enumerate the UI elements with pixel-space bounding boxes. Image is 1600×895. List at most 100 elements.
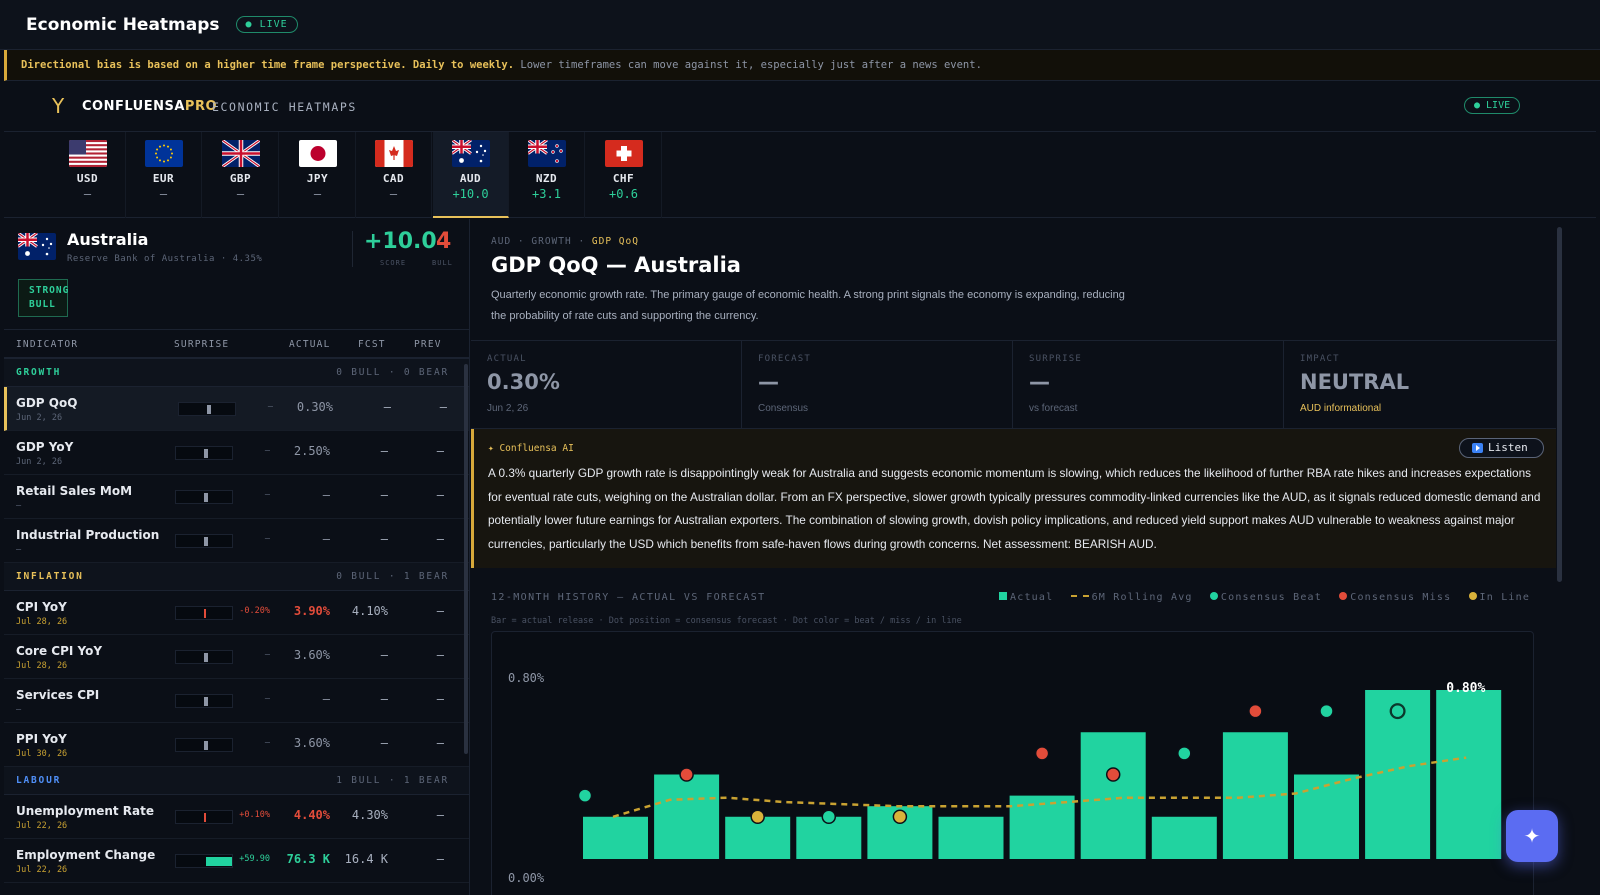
surprise-fill — [206, 857, 232, 866]
stat-sub: vs forecast — [1029, 403, 1078, 414]
currency-tab-nzd[interactable]: NZD +3.1 — [509, 132, 585, 218]
brand-name-pro: PRO — [184, 99, 218, 114]
currency-code: NZD — [535, 172, 558, 185]
crumb-category[interactable]: GROWTH — [531, 236, 572, 247]
actual-value: — — [322, 488, 330, 502]
surprise-value: — — [267, 402, 273, 412]
table-row[interactable]: PPI YoY Jul 30, 26 — 3.60% — — — [4, 723, 469, 767]
forecast-dot — [577, 788, 593, 803]
legend-avg: 6M Rolling Avg — [1070, 592, 1193, 603]
forecast-value: 4.30% — [351, 808, 388, 822]
section-labour: LABOUR 1 BULL · 1 BEAR — [4, 767, 469, 795]
ca-flag-icon — [374, 140, 413, 167]
previous-value: — — [436, 852, 444, 866]
surprise-value: — — [264, 534, 270, 544]
table-row[interactable]: Unemployment Rate Jul 22, 26 +0.10% 4.40… — [4, 795, 469, 839]
currency-tab-jpy[interactable]: JPY — — [280, 132, 356, 218]
col-actual: ACTUAL — [289, 339, 331, 350]
surprise-tick — [204, 741, 208, 750]
stat-value: 0.30% — [487, 370, 560, 394]
col-fcst: FCST — [358, 339, 386, 350]
y-tick-label: 0.00% — [508, 871, 545, 885]
indicator-panel: Australia Reserve Bank of Australia · 4.… — [4, 219, 470, 895]
ch-flag-icon — [604, 140, 643, 167]
stat-label: ACTUAL — [487, 354, 527, 364]
previous-value: — — [436, 692, 444, 706]
table-row[interactable]: GDP QoQ Jun 2, 26 — 0.30% — — — [4, 387, 469, 431]
forecast-value: — — [380, 532, 388, 546]
table-row[interactable]: Core CPI YoY Jul 28, 26 — 3.60% — — — [4, 635, 469, 679]
legend-label: In Line — [1479, 592, 1531, 603]
y-tick-label: 0.80% — [508, 671, 545, 685]
score-label: SCORE — [380, 259, 407, 267]
legend-inline: In Line — [1468, 592, 1531, 603]
detail-panel: AUD · GROWTH · GDP QoQ GDP QoQ — Austral… — [471, 219, 1596, 895]
detail-scrollbar[interactable] — [1557, 227, 1562, 582]
surprise-bar — [175, 738, 233, 752]
table-row[interactable]: Services CPI — — — — — — [4, 679, 469, 723]
actual-bar — [583, 816, 648, 859]
history-chart: 0.80% 0.00% 0.80% — [491, 631, 1534, 895]
stat-sub: Jun 2, 26 — [487, 403, 529, 414]
currency-tab-eur[interactable]: EUR — — [126, 132, 202, 218]
left-scrollbar[interactable] — [464, 364, 468, 754]
surprise-bar — [178, 402, 236, 416]
section-count: 0 BULL · 1 BEAR — [336, 571, 449, 582]
table-row[interactable]: Employment Change Jul 22, 26 +59.90 76.3… — [4, 839, 469, 883]
surprise-bar — [175, 490, 233, 504]
surprise-bar — [175, 854, 233, 868]
legend-label: Consensus Miss — [1350, 592, 1452, 603]
table-header: INDICATOR SURPRISE ACTUAL FCST PREV — [4, 330, 469, 359]
forecast-dot — [1319, 703, 1334, 719]
currency-tabs: USD — EUR — GBP — JPY — CAD — AUD +10.0 … — [4, 132, 1596, 218]
surprise-tick — [204, 697, 208, 706]
forecast-value: 4.10% — [351, 604, 388, 618]
ai-label: ✦ Confluensa AI — [488, 443, 574, 454]
play-icon — [1472, 443, 1483, 453]
surprise-value: +59.90 — [239, 854, 270, 864]
currency-score: +0.6 — [609, 187, 638, 201]
table-row[interactable]: Retail Sales MoM — — — — — — [4, 475, 469, 519]
currency-tab-aud[interactable]: AUD +10.0 — [433, 132, 509, 218]
currency-tab-chf[interactable]: CHF +0.6 — [586, 132, 662, 218]
crumb-currency[interactable]: AUD — [491, 236, 512, 247]
bull-count: 4 — [436, 229, 452, 254]
legend-miss: Consensus Miss — [1339, 592, 1451, 603]
currency-tab-usd[interactable]: USD — — [50, 132, 126, 218]
forecast-value: 16.4 K — [344, 852, 388, 866]
legend-dot — [1468, 592, 1477, 600]
peak-value-label: 0.80% — [1446, 681, 1485, 696]
table-row[interactable]: Industrial Production — — — — — — [4, 519, 469, 563]
listen-button[interactable]: Listen — [1459, 438, 1544, 458]
currency-tab-gbp[interactable]: GBP — — [203, 132, 279, 218]
chart-legend: Actual 6M Rolling Avg Consensus Beat Con… — [999, 592, 1540, 603]
gb-flag-icon — [221, 140, 260, 167]
indicator-name: Core CPI YoY — [16, 644, 103, 658]
currency-tab-cad[interactable]: CAD — — [356, 132, 432, 218]
section-inflation: INFLATION 0 BULL · 1 BEAR — [4, 563, 469, 591]
indicator-date: — — [16, 545, 22, 555]
forecast-dot — [892, 809, 908, 824]
forecast-dot — [1389, 703, 1406, 720]
table-row[interactable]: GDP YoY Jun 2, 26 — 2.50% — — — [4, 431, 469, 475]
indicator-name: Unemployment Rate — [16, 804, 155, 818]
central-bank: Reserve Bank of Australia · 4.35% — [67, 254, 263, 264]
previous-value: — — [436, 488, 444, 502]
actual-value: — — [322, 692, 330, 706]
indicator-date: Jul 28, 26 — [16, 617, 68, 627]
forecast-dot — [1248, 703, 1263, 719]
forecast-value: — — [380, 736, 388, 750]
crumb-separator: · — [578, 236, 586, 247]
legend-actual: Actual — [999, 592, 1053, 603]
surprise-bar — [175, 606, 233, 620]
us-flag-icon — [68, 140, 107, 167]
surprise-bar — [175, 694, 233, 708]
currency-score: — — [313, 187, 322, 201]
section-name: GROWTH — [16, 367, 62, 378]
indicator-name: CPI YoY — [16, 600, 67, 614]
section-count: 1 BULL · 1 BEAR — [336, 775, 449, 786]
bias-badge-line2: BULL — [29, 299, 56, 310]
assistant-fab-button[interactable]: ✦ — [1506, 810, 1558, 862]
indicator-date: — — [16, 501, 22, 511]
table-row[interactable]: CPI YoY Jul 28, 26 -0.20% 3.90% 4.10% — — [4, 591, 469, 635]
